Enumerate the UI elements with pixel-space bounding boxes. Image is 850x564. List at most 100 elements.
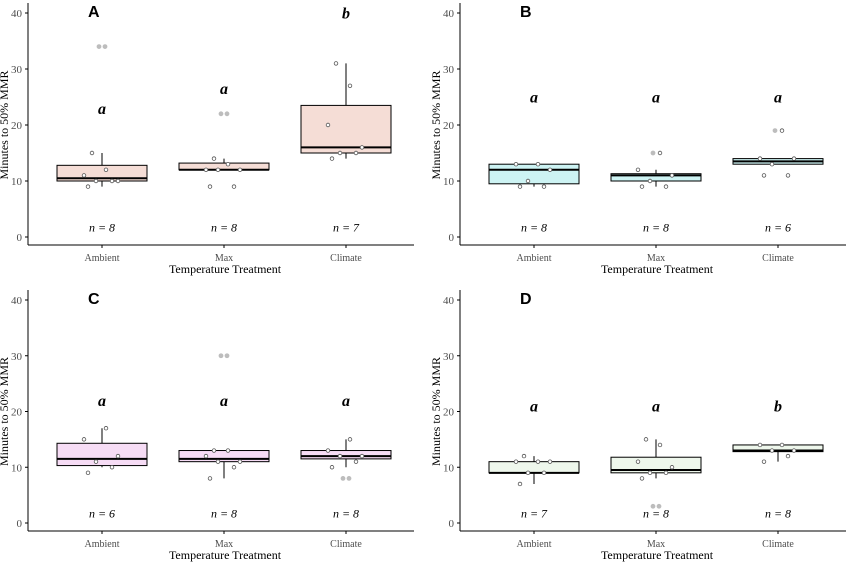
data-point	[639, 476, 645, 481]
sample-size-label: n = 7	[333, 220, 360, 234]
y-tick-label: 40	[11, 295, 23, 307]
panel-d: 0 10 20 30 40 Minutes to 50% MMR D Temperature …	[429, 290, 846, 562]
data-point	[81, 437, 87, 442]
data-point	[547, 459, 553, 464]
data-point	[769, 448, 775, 453]
data-point	[547, 167, 553, 172]
x-tick-label: Max	[215, 253, 233, 264]
box-group-climate: Climate a n = 6	[732, 90, 824, 264]
significance-letter: a	[652, 90, 660, 107]
data-point	[225, 161, 231, 167]
x-tick-label: Ambient	[517, 539, 552, 550]
data-point	[337, 453, 343, 459]
sample-size-label: n = 8	[211, 506, 237, 520]
box	[488, 461, 580, 474]
outlier-point	[218, 353, 224, 359]
data-point	[81, 173, 87, 178]
x-tick-label: Climate	[330, 539, 362, 550]
box-group-max: Max a n = 8	[178, 353, 270, 550]
data-point	[525, 470, 531, 476]
box	[56, 442, 148, 467]
x-tick-label: Max	[647, 253, 665, 264]
data-point	[203, 453, 209, 459]
y-tick-label: 0	[17, 518, 23, 530]
data-point	[669, 465, 675, 470]
outlier-point	[218, 111, 224, 117]
box-group-ambient: Ambient a n = 6	[56, 393, 148, 550]
significance-letter: a	[342, 393, 350, 410]
data-point	[225, 448, 231, 453]
data-point	[525, 178, 531, 184]
data-point	[337, 150, 343, 156]
y-tick-label: 30	[443, 351, 455, 363]
data-point	[353, 459, 359, 464]
significance-letter: a	[220, 81, 228, 98]
y-axis-label: Minutes to 50% MMR	[429, 70, 443, 179]
data-point	[535, 459, 541, 464]
y-tick-label: 20	[443, 407, 455, 419]
panel-b: 0 10 20 30 40 Minutes to 50% MMR B Temperature …	[429, 3, 846, 276]
significance-letter: b	[774, 399, 782, 416]
outlier-point	[102, 44, 108, 49]
y-axis-label: Minutes to 50% MMR	[0, 70, 11, 179]
data-point	[521, 453, 527, 459]
data-point	[103, 426, 109, 431]
data-point	[757, 156, 763, 161]
data-point	[663, 184, 669, 189]
data-point	[669, 173, 675, 178]
x-axis-label: Temperature Treatment	[169, 548, 282, 562]
y-tick-label: 0	[449, 518, 455, 530]
x-tick-label: Max	[215, 539, 233, 550]
data-point	[657, 442, 663, 448]
significance-letter: a	[220, 393, 228, 410]
data-point	[769, 161, 775, 167]
data-point	[85, 470, 91, 476]
data-point	[761, 459, 767, 464]
y-tick-label: 20	[11, 120, 23, 132]
box-group-ambient: Ambient a n = 8	[488, 90, 580, 264]
significance-letter: a	[98, 101, 106, 118]
significance-letter: a	[530, 399, 538, 416]
box-group-climate: Climate b n = 8	[732, 399, 824, 550]
data-point	[359, 145, 365, 150]
y-tick-label: 10	[443, 462, 455, 474]
data-point	[103, 167, 109, 172]
data-point	[513, 459, 519, 464]
outlier-point	[224, 353, 230, 359]
data-point	[779, 442, 785, 448]
sample-size-label: n = 8	[89, 220, 115, 234]
data-point	[237, 459, 243, 464]
data-point	[325, 122, 331, 128]
data-point	[791, 156, 797, 161]
box	[300, 450, 392, 460]
sample-size-label: n = 8	[643, 506, 669, 520]
box	[488, 163, 580, 185]
data-point	[353, 150, 359, 156]
y-tick-label: 40	[443, 8, 455, 20]
data-point	[791, 448, 797, 453]
y-tick-label: 0	[17, 232, 23, 244]
panel-c: 0 10 20 30 40 Minutes to 50% MMR C Temperature …	[0, 290, 414, 562]
data-point	[115, 453, 121, 459]
data-point	[109, 178, 115, 184]
panel-label: A	[88, 4, 100, 21]
sample-size-label: n = 8	[333, 506, 359, 520]
sample-size-label: n = 8	[765, 506, 791, 520]
data-point	[643, 437, 649, 442]
x-axis-label: Temperature Treatment	[169, 262, 282, 276]
data-point	[647, 470, 653, 476]
sample-size-label: n = 6	[89, 506, 115, 520]
significance-letter: a	[530, 90, 538, 107]
x-tick-label: Ambient	[517, 253, 552, 264]
panel-label: C	[88, 291, 100, 308]
data-point	[85, 184, 91, 189]
box	[178, 450, 270, 463]
x-axis-label: Temperature Treatment	[601, 548, 714, 562]
y-tick-label: 40	[443, 295, 455, 307]
data-point	[535, 161, 541, 167]
significance-letter: a	[98, 393, 106, 410]
x-tick-label: Ambient	[85, 253, 120, 264]
significance-letter: a	[652, 399, 660, 416]
box-group-max: Max a n = 8	[610, 90, 702, 264]
